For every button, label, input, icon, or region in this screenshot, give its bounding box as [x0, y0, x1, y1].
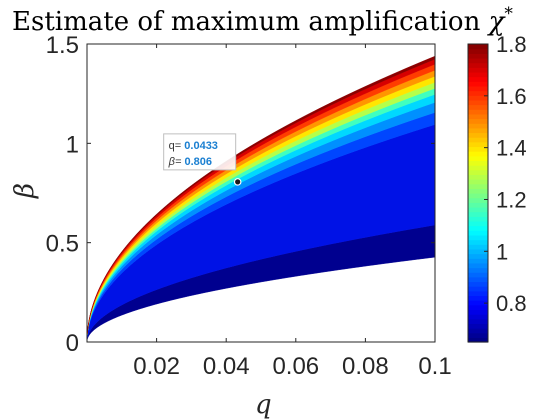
colorbar-segment: [468, 337, 488, 343]
colorbar-segment: [468, 253, 488, 259]
colorbar-segment: [468, 328, 488, 334]
colorbar-segment: [468, 62, 488, 68]
colorbar-segment: [468, 295, 488, 301]
colorbar-segment: [468, 183, 488, 189]
datatip-beta-value: 0.806: [184, 156, 212, 168]
chart-title: Estimate of maximum amplification χ*: [12, 4, 513, 37]
colorbar-segment: [468, 104, 488, 110]
colorbar-segment: [468, 300, 488, 306]
colorbar-segment: [468, 248, 488, 255]
colorbar-segment: [468, 169, 488, 175]
colorbar-segment: [468, 267, 488, 273]
colorbar-segment: [468, 179, 488, 185]
x-tick-label: 0.1: [418, 353, 451, 380]
colorbar-segment: [468, 304, 488, 311]
colorbar-segment: [468, 127, 488, 134]
colorbar-segment: [468, 174, 488, 180]
colorbar-segment: [468, 258, 488, 264]
colorbar-segment: [468, 113, 488, 120]
datatip-q-label: q=: [169, 140, 182, 152]
colorbar-segment: [468, 109, 488, 115]
chart-title-symbol: χ: [487, 7, 507, 37]
colorbar-segment: [468, 53, 488, 59]
colorbar-segment: [468, 281, 488, 287]
datatip-marker[interactable]: [233, 178, 242, 186]
colorbar-segment: [468, 323, 488, 329]
colorbar-segment: [468, 314, 488, 320]
datatip-q-value: 0.0433: [184, 140, 218, 152]
colorbar-segment: [468, 244, 488, 250]
colorbar-segment: [468, 206, 488, 213]
colorbar-segment: [468, 71, 488, 78]
colorbar-segment: [468, 309, 488, 315]
colorbar-segment: [468, 99, 488, 106]
colorbar-frame: [467, 43, 489, 343]
colorbar-segment: [468, 220, 488, 227]
colorbar-segment: [468, 118, 488, 124]
colorbar-tick-label: 1.6: [496, 84, 527, 109]
colorbar-segment: [468, 234, 488, 241]
colorbar-segment: [468, 262, 488, 269]
colorbar-segment: [468, 239, 488, 245]
colorbar-segment: [468, 193, 488, 199]
colorbar-segment: [468, 332, 488, 338]
y-tick-label: 1.5: [46, 32, 79, 59]
colorbar-tick-label: 1.2: [496, 187, 527, 212]
colorbar-segment: [468, 165, 488, 171]
colorbar-segment: [468, 95, 488, 101]
colorbar-segment: [468, 202, 488, 208]
colorbar-segment: [468, 146, 488, 152]
datatip-box: [163, 133, 237, 171]
datatip-q-line: q= 0.0433: [169, 140, 218, 152]
colorbar: 0.8 1 1.2 1.4 1.6 1.8: [467, 32, 527, 343]
colorbar-segment: [468, 276, 488, 283]
colorbar-segment: [468, 318, 488, 324]
colorbar-segment: [468, 290, 488, 297]
datatip-beta-label: β=: [168, 156, 182, 168]
x-axis-label: q: [255, 390, 272, 420]
colorbar-segment: [468, 230, 488, 236]
plot-frame: [86, 43, 436, 343]
colorbar-segment: [468, 44, 488, 50]
colorbar-segment: [468, 197, 488, 203]
colorbar-segment: [468, 216, 488, 222]
colorbar-segment: [468, 67, 488, 73]
colorbar-segment: [468, 211, 488, 217]
colorbar-segment: [468, 76, 488, 82]
colorbar-segment: [468, 286, 488, 292]
colorbar-segment: [468, 160, 488, 166]
colorbar-segment: [468, 141, 488, 148]
y-tick-label: 0.5: [46, 231, 79, 258]
colorbar-segment: [468, 90, 488, 96]
colorbar-segment: [468, 188, 488, 194]
colorbar-segment: [468, 151, 488, 157]
colorbar-tick-label: 1: [496, 239, 508, 264]
chart-title-text: Estimate of maximum amplification: [12, 7, 481, 37]
colorbar-segment: [468, 137, 488, 143]
colorbar-segment: [468, 155, 488, 162]
x-tick-label: 0.04: [203, 353, 250, 380]
y-tick-label: 0: [66, 330, 79, 357]
colorbar-segment: [468, 123, 488, 129]
colorbar-segment: [468, 48, 488, 54]
y-tick-label: 1: [66, 131, 79, 158]
x-tick-label: 0.02: [133, 353, 180, 380]
colorbar-segment: [468, 81, 488, 87]
colorbar-segment: [468, 57, 488, 64]
x-tick-label: 0.08: [342, 353, 389, 380]
chart-title-symbol-sup: *: [504, 4, 513, 24]
colorbar-segment: [468, 225, 488, 231]
y-axis-label: β: [10, 183, 40, 199]
x-tick-label: 0.06: [272, 353, 319, 380]
colorbar-segment: [468, 272, 488, 278]
colorbar-tick-label: 1.4: [496, 136, 527, 161]
colorbar-segment: [468, 132, 488, 138]
colorbar-tick-label: 0.8: [496, 291, 527, 316]
colorbar-tick-label: 1.8: [496, 32, 527, 57]
colorbar-segment: [468, 85, 488, 92]
datatip-beta-line: β= 0.806: [168, 156, 212, 168]
